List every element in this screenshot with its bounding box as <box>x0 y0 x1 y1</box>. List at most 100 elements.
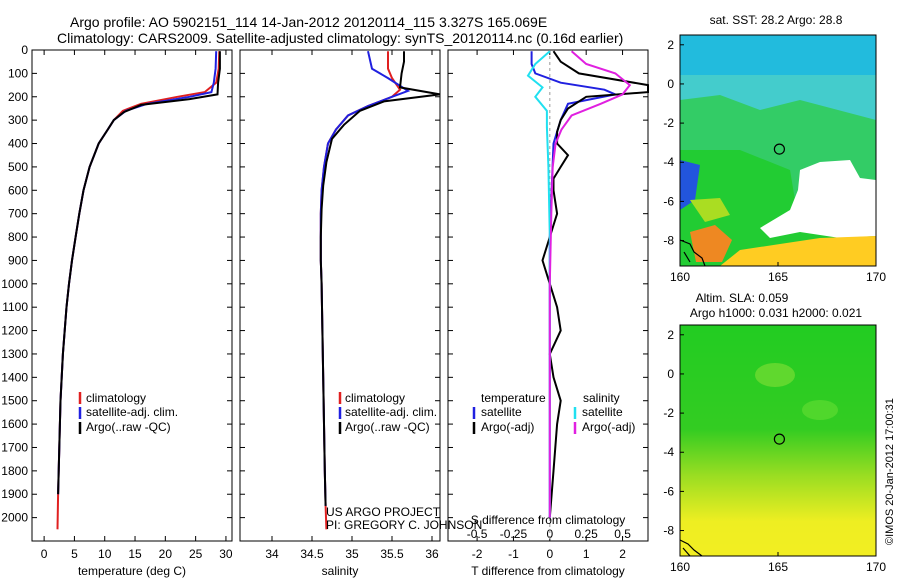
x-tick-label-salinity: 0 <box>546 527 553 541</box>
y-tick-label: 1500 <box>1 394 28 408</box>
series-line-t-argo-adj- <box>541 50 649 518</box>
y-tick-label: 1300 <box>1 347 28 361</box>
x-tick-label: 0 <box>546 547 553 561</box>
temperature-legend: climatology satellite-adj. clim. Argo(..… <box>78 391 178 434</box>
series-line-s-satellite <box>526 50 551 518</box>
x-tick-label: 34.5 <box>300 547 324 561</box>
sst-map-south-green <box>680 150 876 266</box>
x-tick-label-salinity: 0.5 <box>614 527 631 541</box>
credit-pi: PI: GREGORY C. JOHNSON <box>326 518 482 532</box>
sla-map-coastline <box>679 539 703 557</box>
y-tick-label: 1900 <box>1 487 28 501</box>
map-y-tick-label: -4 <box>663 445 674 459</box>
y-tick-label: 1600 <box>1 417 28 431</box>
legend-d-t-argo: Argo(-adj) <box>481 420 534 434</box>
map-y-tick-label: -6 <box>663 484 674 498</box>
y-tick-label: 1000 <box>1 277 28 291</box>
sst-map-cyan-band <box>680 35 876 75</box>
sla-map-profile-marker <box>773 433 786 445</box>
x-tick-label: 2 <box>619 547 626 561</box>
map-x-tick-label: 170 <box>866 560 886 574</box>
sst-map-blue-patches <box>680 160 700 210</box>
map-y-tick-label: 0 <box>667 367 674 381</box>
x-tick-label-salinity: -0.5 <box>467 527 488 541</box>
x-tick-label: 35.5 <box>380 547 404 561</box>
legend-s-argo: Argo(..raw -QC) <box>345 420 430 434</box>
sla-map-title: Altim. SLA: 0.059 <box>696 291 789 305</box>
map-x-tick-label: 165 <box>768 560 788 574</box>
x-tick-label: 20 <box>159 547 173 561</box>
y-tick-label: 1800 <box>1 464 28 478</box>
series-line-s-argo-adj- <box>548 50 632 518</box>
legend-d-s-argo: Argo(-adj) <box>582 420 635 434</box>
header-line-1: Argo profile: AO 5902151_114 14-Jan-2012… <box>70 14 547 30</box>
sst-map-coastline <box>679 239 706 267</box>
y-tick-label: 200 <box>8 90 28 104</box>
legend-d-s-satellite: satellite <box>582 405 623 419</box>
sla-map-subtitle: Argo h1000: 0.031 h2000: 0.021 <box>690 306 862 320</box>
legend-d-temperature-title: temperature <box>481 391 546 405</box>
sst-map-warm-patch <box>690 225 732 262</box>
side-copyright-label: ©IMOS 20-Jan-2012 17:00:31 <box>884 398 896 545</box>
x-tick-label: 25 <box>189 547 203 561</box>
series-line-t-satellite <box>530 51 619 518</box>
credit-project: US ARGO PROJECT <box>326 505 441 519</box>
x-tick-label: 5 <box>71 547 78 561</box>
sla-map-field <box>680 325 876 556</box>
map-y-tick-label: -4 <box>663 155 674 169</box>
map-x-tick-label: 160 <box>670 560 690 574</box>
sst-map-yellow-spots <box>690 198 730 222</box>
x-tick-label: 36 <box>425 547 439 561</box>
salinity-legend: climatology satellite-adj. clim. Argo(..… <box>338 391 437 434</box>
series-line-argo-raw-qc- <box>319 51 441 506</box>
temperature-xlabel: temperature (deg C) <box>78 564 186 578</box>
y-tick-label: 1100 <box>2 300 28 314</box>
series-line-climatology <box>319 51 402 530</box>
difference-xlabel: T difference from climatology <box>471 564 625 578</box>
y-tick-label: 700 <box>8 207 28 221</box>
legend-t-argo: Argo(..raw -QC) <box>86 420 171 434</box>
map-y-tick-label: -6 <box>663 194 674 208</box>
sst-map-warm-coast <box>720 236 876 266</box>
temperature-panel <box>31 49 233 542</box>
x-tick-label: 1 <box>583 547 590 561</box>
x-tick-label: 15 <box>128 547 142 561</box>
series-line-climatology <box>56 51 221 530</box>
series-line-satellite-adj-clim- <box>319 50 411 506</box>
y-tick-label: 500 <box>8 160 28 174</box>
y-tick-label: 600 <box>8 183 28 197</box>
difference-xlabel-2: S difference from climatology <box>471 513 626 527</box>
x-tick-label: 34 <box>265 547 279 561</box>
series-line-argo-raw-qc- <box>57 51 221 495</box>
map-y-tick-label: -2 <box>663 116 674 130</box>
map-y-tick-label: -8 <box>663 234 674 248</box>
y-tick-label: 1700 <box>1 440 28 454</box>
sla-map: Altim. SLA: 0.059 Argo h1000: 0.031 h200… <box>679 291 877 557</box>
sst-map-profile-marker <box>773 143 786 155</box>
legend-s-satellite: satellite-adj. clim. <box>345 405 437 419</box>
map-y-tick-label: 2 <box>667 328 674 342</box>
y-tick-label: 1200 <box>1 324 28 338</box>
y-tick-label: 2000 <box>1 511 28 525</box>
legend-d-t-satellite: satellite <box>481 405 522 419</box>
salinity-xlabel: salinity <box>322 564 359 578</box>
legend-t-satellite: satellite-adj. clim. <box>86 405 178 419</box>
sst-map-title: sat. SST: 28.2 Argo: 28.8 <box>710 13 843 27</box>
salinity-panel <box>239 49 441 542</box>
y-tick-label: 800 <box>8 230 28 244</box>
map-y-tick-label: 0 <box>667 77 674 91</box>
x-tick-label: 30 <box>219 547 233 561</box>
y-tick-label: 900 <box>8 253 28 267</box>
y-tick-label: 100 <box>8 66 28 80</box>
x-tick-label-salinity: 0.25 <box>575 527 599 541</box>
sst-map: sat. SST: 28.2 Argo: 28.8 <box>679 13 877 267</box>
x-tick-label: -2 <box>472 547 483 561</box>
map-y-tick-label: 2 <box>667 38 674 52</box>
map-x-tick-label: 165 <box>768 270 788 284</box>
x-tick-label: 10 <box>98 547 112 561</box>
legend-t-climatology: climatology <box>86 391 146 405</box>
map-y-tick-label: -8 <box>663 524 674 538</box>
y-tick-label: 300 <box>8 113 28 127</box>
map-x-tick-label: 170 <box>866 270 886 284</box>
